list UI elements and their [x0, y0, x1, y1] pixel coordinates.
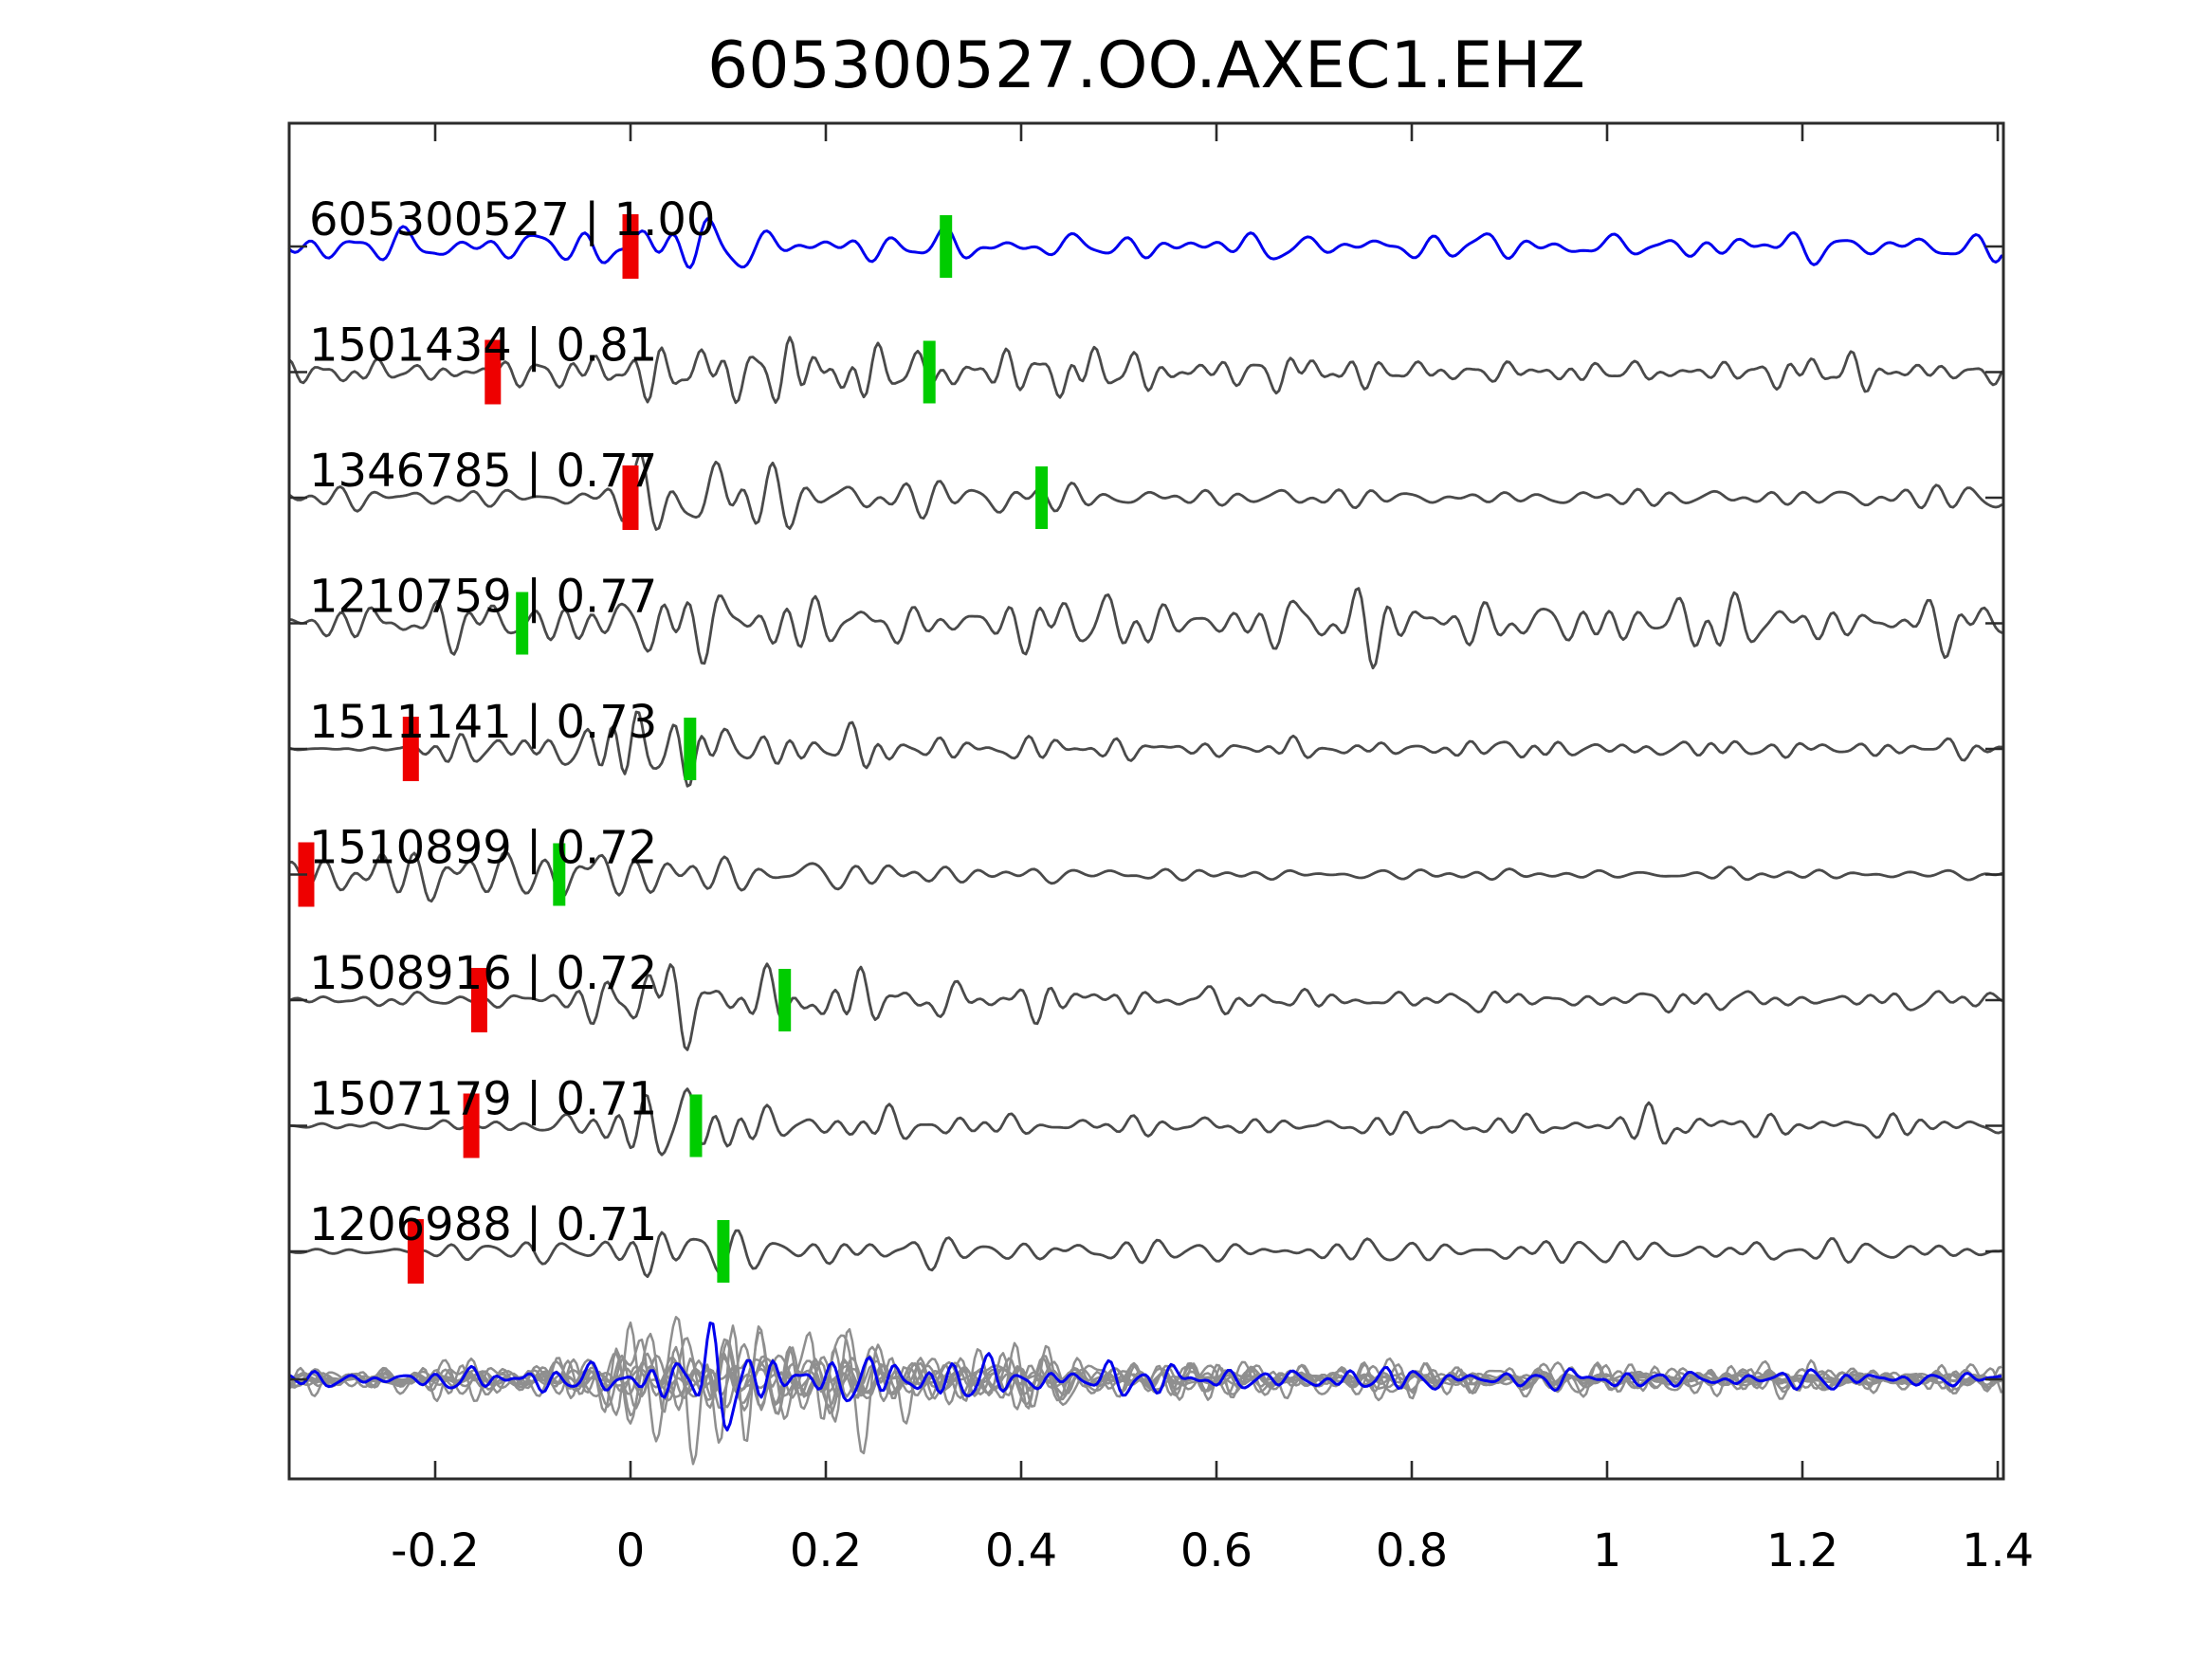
green-pick-marker: [553, 843, 566, 906]
trace-label: 1507179 | 0.71: [309, 1073, 657, 1126]
trace-label: 1501434 | 0.81: [309, 319, 657, 373]
overlay-row-group: [288, 1316, 2003, 1466]
reference-waveform: [287, 217, 2003, 269]
overlay-gray-waveform: [288, 1324, 2002, 1444]
trace-label: 1346785 | 0.77: [309, 445, 657, 498]
trace-label: 1510899 | 0.72: [309, 822, 657, 875]
red-pick-marker: [463, 1093, 480, 1158]
red-pick-marker: [470, 968, 487, 1032]
trace-label: 1511141 | 0.73: [309, 696, 657, 749]
x-tick-label: 1: [1593, 1524, 1622, 1577]
x-tick-label: 0.4: [985, 1524, 1057, 1577]
red-pick-marker: [484, 339, 502, 405]
trace-label: 1206988 | 0.71: [309, 1198, 657, 1251]
green-pick-marker: [940, 215, 953, 278]
axes-group: -0.2 0 0.2 0.4 0.6 0.8 1 1.2 1.4: [287, 121, 2034, 1577]
green-pick-marker: [717, 1220, 730, 1283]
trace-rows-group: [287, 217, 2003, 1279]
overlay-reference-waveform: [288, 1322, 2002, 1431]
matched-waveform: [287, 850, 2003, 903]
x-tick-label: 1.4: [1962, 1524, 2034, 1577]
matched-waveform: [287, 1229, 2003, 1279]
matched-waveform: [287, 962, 2003, 1051]
green-pick-marker: [1035, 466, 1049, 529]
overlay-gray-waveform: [288, 1321, 2003, 1420]
matched-waveform: [287, 1087, 2003, 1157]
red-pick-marker: [622, 214, 639, 279]
matched-waveform: [287, 710, 2003, 788]
red-pick-marker: [622, 465, 639, 530]
matched-waveform: [287, 453, 2003, 531]
figure-title: 605300527.OO.AXEC1.EHZ: [707, 28, 1585, 103]
x-tick-label: 0.2: [790, 1524, 862, 1577]
x-tick-label: -0.2: [391, 1524, 480, 1577]
trace-label: 1508916 | 0.72: [309, 947, 657, 1000]
green-pick-marker: [684, 718, 697, 780]
pick-markers-group: [298, 214, 1049, 1284]
matched-waveform: [287, 587, 2003, 670]
green-pick-marker: [923, 340, 936, 404]
x-tick-label: 0.6: [1180, 1524, 1252, 1577]
trace-label: 605300527 | 1.00: [309, 193, 715, 246]
red-pick-marker: [402, 717, 419, 781]
matched-waveform: [287, 336, 2003, 405]
green-pick-marker: [516, 592, 529, 655]
plot-border: [287, 121, 2005, 1481]
trace-labels-group: 605300527 | 1.00 1501434 | 0.81 1346785 | …: [309, 193, 715, 1251]
trace-label: 1210759 | 0.77: [309, 571, 657, 624]
green-pick-marker: [778, 969, 792, 1031]
x-tick-label: 1.2: [1766, 1524, 1838, 1577]
red-pick-marker: [407, 1219, 424, 1284]
green-pick-marker: [689, 1094, 703, 1158]
x-tick-label: 0: [616, 1524, 646, 1577]
x-tick-label: 0.8: [1376, 1524, 1448, 1577]
